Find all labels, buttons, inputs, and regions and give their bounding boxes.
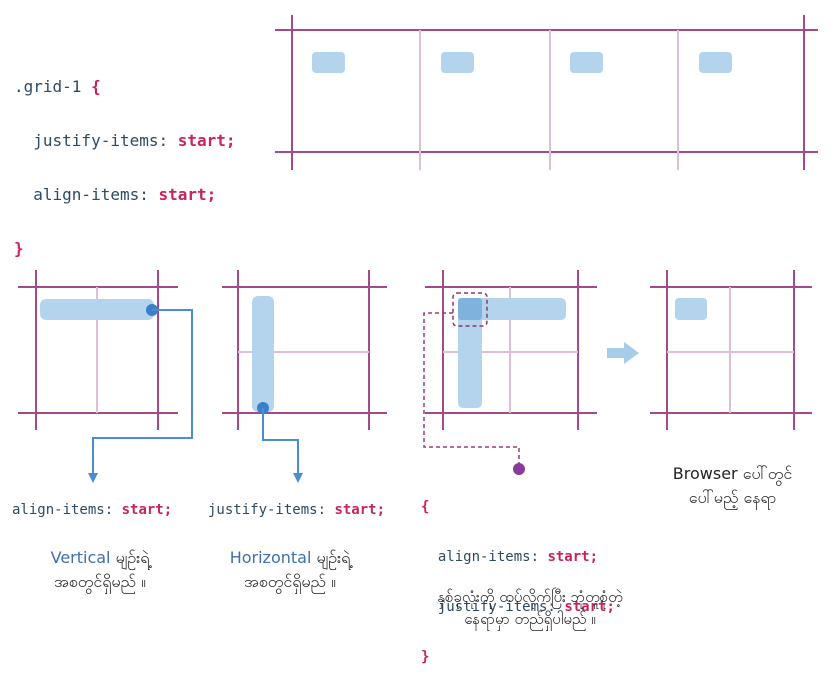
panel3-caption: နှစ်ခုလုံးကို ထပ်လိုက်ပြီး ဘုံတူစုံတဲ့ န… (380, 586, 680, 630)
panel1-caption-word: Vertical (50, 548, 111, 567)
panel4-caption-line2: ပေါ်မည့် နေရာ (688, 488, 777, 507)
panel2-val: start; (334, 502, 386, 518)
justify-items-val: start; (177, 131, 236, 150)
top-grid (275, 15, 818, 170)
panel3-caption-line2: နေရာမှာ တည်ရှိပါမည် ။ (464, 610, 596, 628)
panel3-justify-val: start; (564, 599, 615, 615)
panel2-grid (222, 270, 387, 483)
align-items-prop: align-items: (33, 185, 149, 204)
grid-item-3 (570, 52, 603, 73)
panel3-dashed-connector (423, 312, 520, 466)
code-line-selector: .grid-1 { (14, 73, 236, 100)
panel4-grid (650, 270, 812, 430)
grid-diagrams (18, 15, 818, 483)
panel2-caption-rest: မျဉ်းရဲ့ (311, 548, 351, 567)
result-arrow-shaft (607, 348, 625, 358)
panel3-justify-line: justify-items: start; (421, 595, 615, 620)
panel3-open-line: { (421, 495, 615, 520)
panel1-grid (18, 270, 193, 483)
code-line-align: align-items: start; (14, 181, 236, 208)
panel1-caption: Vertical မျဉ်းရဲ့ အစတွင်ရှိမည် ။ (20, 546, 180, 594)
panel4-caption: Browser ပေါ်တွင် ပေါ်မည့် နေရာ (650, 462, 815, 510)
panel3-open-brace: { (421, 499, 430, 515)
panel1-caption-line1: Vertical မျဉ်းရဲ့ (20, 546, 180, 570)
panel2-caption-line2: အစတွင်ရှိမည် ။ (244, 572, 336, 591)
result-arrow-head (624, 342, 639, 364)
code-line-justify: justify-items: start; (14, 127, 236, 154)
panel2-stretched-item (252, 296, 274, 412)
panel3-justify-prop: justify-items: (437, 599, 556, 615)
open-brace: { (91, 77, 101, 96)
panel2-caption-line1: Horizontal မျဉ်းရဲ့ (205, 546, 375, 570)
panel2-arrow (262, 408, 303, 483)
result-arrow (607, 342, 639, 364)
panel3-purple-dot (513, 463, 525, 475)
close-brace: } (14, 239, 24, 258)
panel3-overlap-item (458, 298, 482, 320)
panel2-code: justify-items: start; (208, 502, 385, 518)
panel4-caption-line1: Browser ပေါ်တွင် (672, 464, 793, 483)
panel2-caption-word: Horizontal (229, 548, 312, 567)
panel2-caption: Horizontal မျဉ်းရဲ့ အစတွင်ရှိမည် ။ (205, 546, 375, 594)
panel3-code: { align-items: start; justify-items: sta… (421, 470, 615, 695)
panel3-grid (423, 270, 597, 475)
grid-item-4 (699, 52, 732, 73)
panel3-caption-line1: နှစ်ခုလုံးကို ထပ်လိုက်ပြီး ဘုံတူစုံတဲ့ (437, 588, 623, 606)
panel3-horizontal-item (458, 298, 566, 320)
top-code-block: .grid-1 { justify-items: start; align-it… (14, 46, 236, 289)
panel4-result-item (675, 298, 707, 320)
panel1-val: start; (121, 502, 173, 518)
panel3-align-prop: align-items: (437, 549, 540, 565)
grid-item-2 (441, 52, 474, 73)
justify-items-prop: justify-items: (33, 131, 169, 150)
panel1-stretched-item (40, 299, 154, 320)
panel1-caption-line2: အစတွင်ရှိမည် ။ (54, 572, 146, 591)
panel1-code: align-items: start; (12, 502, 172, 518)
panel3-close-brace: } (421, 649, 430, 665)
panel3-align-val: start; (547, 549, 599, 565)
css-selector: .grid-1 (14, 77, 82, 96)
panel3-close-line: } (421, 645, 615, 670)
panel1-prop: align-items: (12, 502, 114, 518)
panel3-align-line: align-items: start; (421, 545, 615, 570)
code-line-close: } (14, 235, 236, 262)
panel1-caption-rest: မျဉ်းရဲ့ (110, 548, 150, 567)
panel3-overlap-highlight (452, 292, 488, 327)
panel1-arrow (88, 309, 193, 483)
grid-item-1 (312, 52, 345, 73)
align-items-val: start; (158, 185, 217, 204)
panel2-prop: justify-items: (208, 502, 327, 518)
